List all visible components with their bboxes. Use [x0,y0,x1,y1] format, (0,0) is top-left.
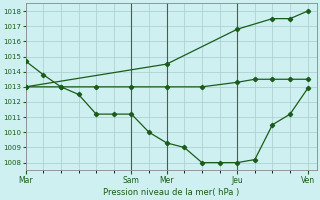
X-axis label: Pression niveau de la mer( hPa ): Pression niveau de la mer( hPa ) [103,188,239,197]
